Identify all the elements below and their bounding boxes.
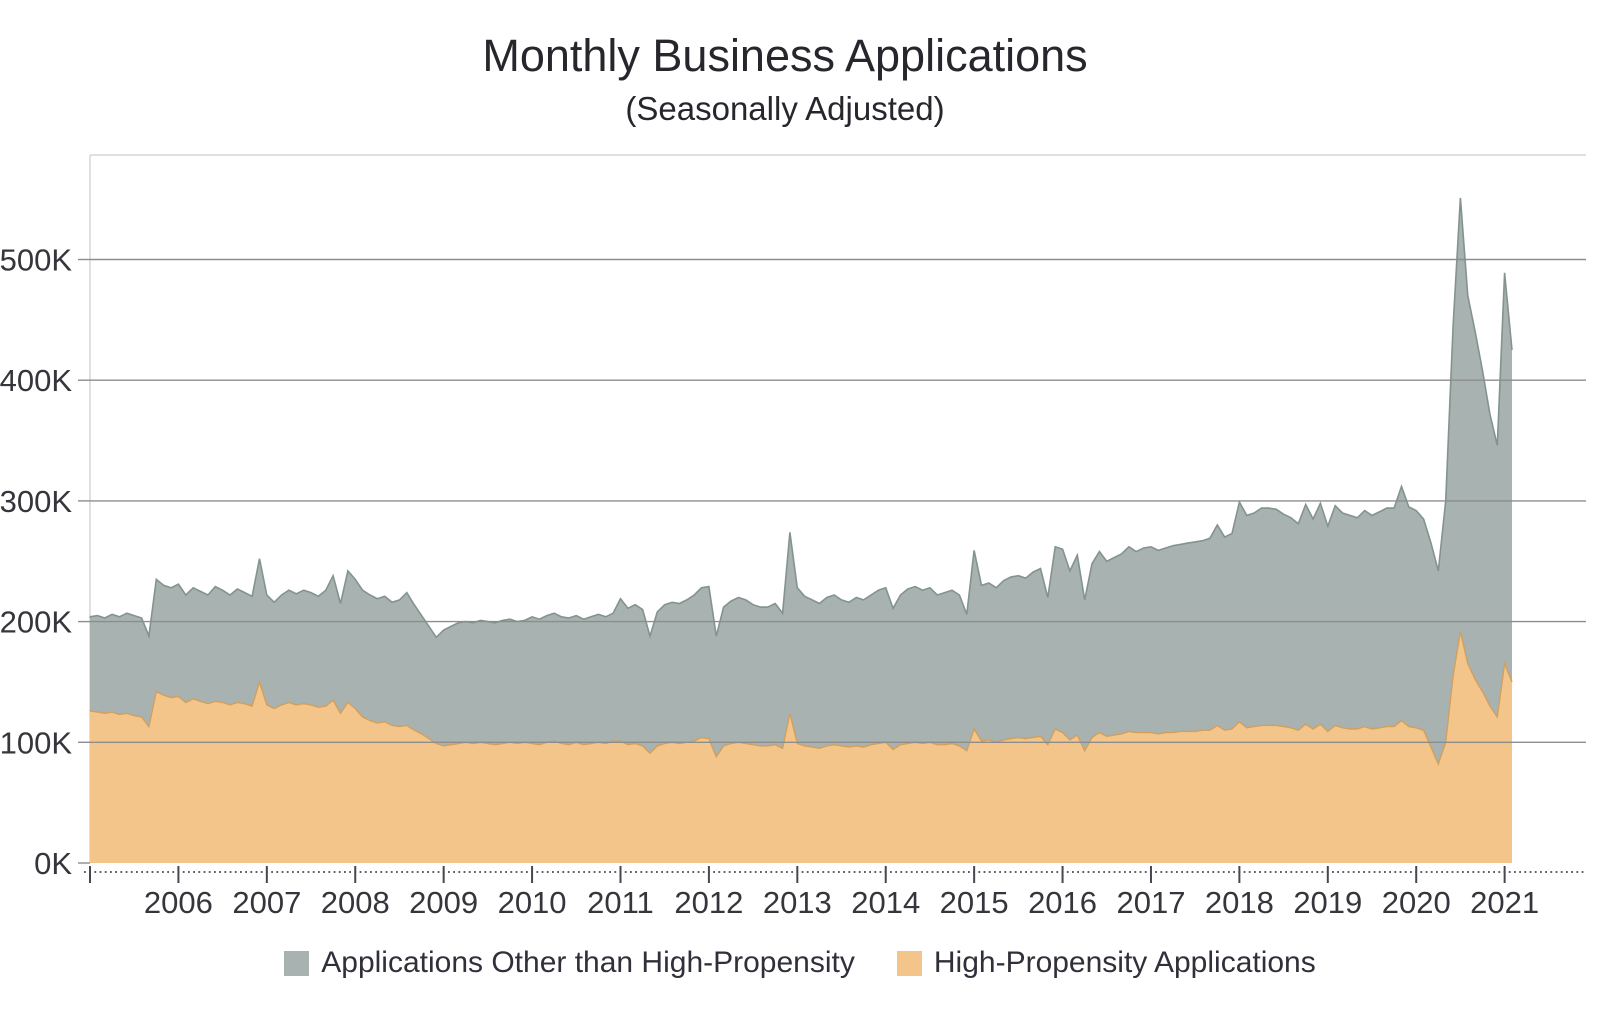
y-tick-label: 300K bbox=[0, 484, 72, 519]
x-tick-label: 2018 bbox=[1205, 885, 1274, 920]
x-tick-label: 2020 bbox=[1382, 885, 1451, 920]
y-tick-label: 0K bbox=[34, 846, 72, 881]
legend-swatch-orange bbox=[896, 950, 922, 976]
x-tick-label: 2014 bbox=[851, 885, 920, 920]
series-high-propensity-line bbox=[89, 631, 1513, 766]
chart-legend: Applications Other than High-Propensity … bbox=[0, 938, 1600, 988]
y-gridlines bbox=[78, 258, 1586, 864]
x-tick-label: 2011 bbox=[587, 885, 654, 920]
y-tick-label: 100K bbox=[0, 725, 72, 760]
legend-label-other: Applications Other than High-Propensity bbox=[321, 946, 855, 979]
x-tick-label: 2015 bbox=[940, 885, 1009, 920]
y-tick-label: 500K bbox=[0, 243, 72, 278]
x-tick-label: 2012 bbox=[674, 885, 743, 920]
x-tick-label: 2013 bbox=[763, 885, 832, 920]
y-axis-labels: 0K 100K 200K 300K 400K 500K bbox=[0, 243, 72, 882]
x-tick-label: 2007 bbox=[232, 885, 301, 920]
series-other-area bbox=[90, 197, 1512, 764]
series-high-propensity-area bbox=[90, 631, 1512, 863]
y-tick-label: 200K bbox=[0, 605, 72, 640]
series-other-line bbox=[89, 197, 1513, 640]
x-tick-label: 2010 bbox=[498, 885, 567, 920]
y-tick-label: 400K bbox=[0, 363, 72, 398]
x-tick-label: 2017 bbox=[1116, 885, 1185, 920]
x-tick-label: 2006 bbox=[144, 885, 213, 920]
chart-title: Monthly Business Applications bbox=[482, 30, 1088, 81]
area-series bbox=[89, 197, 1513, 863]
chart-subtitle: (Seasonally Adjusted) bbox=[625, 90, 945, 127]
x-tick-label: 2008 bbox=[321, 885, 390, 920]
legend-swatch-gray bbox=[284, 950, 310, 976]
x-axis: 2006 2007 2008 2009 2010 2011 2012 2013 2014 2015… bbox=[84, 866, 1586, 920]
legend-label-high-propensity: High-Propensity Applications bbox=[933, 946, 1316, 979]
legend-item-other: Applications Other than High-Propensity bbox=[284, 946, 855, 980]
x-tick-label: 2021 bbox=[1470, 885, 1539, 920]
legend-item-high-propensity: High-Propensity Applications bbox=[896, 946, 1316, 980]
x-tick-label: 2009 bbox=[409, 885, 478, 920]
x-tick-label: 2019 bbox=[1293, 885, 1362, 920]
x-tick-label: 2016 bbox=[1028, 885, 1097, 920]
